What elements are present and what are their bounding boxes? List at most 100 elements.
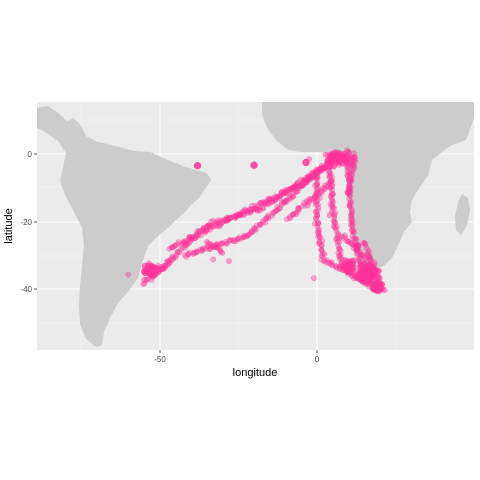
observation-point xyxy=(302,158,310,167)
y-tick-label: -20 xyxy=(20,218,32,227)
observation-point xyxy=(367,254,373,261)
observation-point xyxy=(357,261,364,268)
observation-point xyxy=(312,198,319,205)
x-tick-label: -50 xyxy=(154,355,166,364)
observation-point xyxy=(359,264,366,271)
observation-point xyxy=(149,268,155,275)
observation-point xyxy=(368,271,375,277)
observation-point xyxy=(214,243,221,250)
observation-point xyxy=(344,147,350,154)
observation-point xyxy=(197,232,204,239)
observation-point xyxy=(350,265,356,272)
land-layer xyxy=(37,102,474,347)
observation-point xyxy=(311,275,317,281)
observation-point xyxy=(324,152,331,159)
observation-point xyxy=(354,273,361,280)
observation-point xyxy=(313,175,320,182)
observation-point xyxy=(335,154,341,160)
y-axis-title: latitude xyxy=(3,208,15,243)
y-axis: 0 -20 -40 latitude xyxy=(3,150,37,294)
y-tick-label: 0 xyxy=(28,150,33,159)
observation-point xyxy=(286,195,292,201)
observation-point xyxy=(354,242,362,250)
observation-point xyxy=(332,225,339,232)
observation-point xyxy=(141,276,147,283)
observation-point xyxy=(293,211,300,217)
observation-point xyxy=(350,165,357,172)
observation-point xyxy=(344,190,351,196)
observation-point xyxy=(360,251,367,258)
observation-point xyxy=(274,203,281,210)
y-tick-label: -40 xyxy=(20,285,32,294)
observation-point xyxy=(349,158,356,164)
observation-point xyxy=(363,266,369,272)
observation-point xyxy=(125,271,132,278)
observation-point xyxy=(315,220,322,227)
observation-point xyxy=(336,239,343,245)
observation-point xyxy=(166,260,173,266)
observation-point xyxy=(144,277,150,283)
observation-point xyxy=(321,251,328,257)
observation-point xyxy=(210,256,217,263)
observation-point xyxy=(217,247,224,254)
observation-point xyxy=(352,235,359,242)
observation-point xyxy=(362,242,369,248)
observation-point xyxy=(336,246,343,253)
observation-point xyxy=(374,284,381,290)
observation-point xyxy=(381,287,388,294)
observation-point xyxy=(217,245,223,252)
observation-point xyxy=(344,265,351,272)
observation-point xyxy=(181,239,188,246)
observation-point xyxy=(375,275,382,281)
observation-point xyxy=(342,157,349,164)
observation-point xyxy=(210,223,216,230)
observation-point xyxy=(219,250,226,256)
north-africa-landmass xyxy=(262,102,474,271)
observation-point xyxy=(226,258,232,264)
observation-point xyxy=(240,234,247,241)
observation-point xyxy=(330,154,337,161)
observation-point xyxy=(342,234,349,241)
observation-point xyxy=(146,266,153,273)
europe-landmass xyxy=(282,102,300,110)
observation-point xyxy=(326,212,333,219)
observation-point xyxy=(193,161,202,170)
observation-point xyxy=(145,260,152,267)
observation-point xyxy=(175,249,181,255)
observation-point xyxy=(208,243,215,249)
observation-point xyxy=(348,240,355,247)
observation-point xyxy=(349,226,356,233)
x-axis-title: longitude xyxy=(233,367,278,379)
observation-point xyxy=(316,195,323,201)
observation-point xyxy=(277,205,283,212)
observation-point xyxy=(315,234,322,241)
south-america-landmass xyxy=(37,106,211,347)
observation-point xyxy=(150,272,157,279)
observation-point xyxy=(347,200,353,207)
observation-point xyxy=(314,211,321,217)
observation-point xyxy=(224,240,230,247)
observation-point xyxy=(336,153,343,160)
observation-point xyxy=(349,159,356,166)
observation-point xyxy=(154,265,161,272)
observation-point xyxy=(143,268,150,274)
observation-point xyxy=(350,229,357,236)
observation-points xyxy=(125,147,388,295)
observation-point xyxy=(150,264,156,271)
x-tick-label: 0 xyxy=(315,355,320,364)
observation-point xyxy=(258,199,264,206)
observation-point xyxy=(328,259,335,265)
observation-point xyxy=(362,278,369,285)
observation-point xyxy=(250,161,258,169)
observation-point xyxy=(319,162,325,169)
observation-point xyxy=(242,206,248,213)
observation-point xyxy=(348,177,355,183)
observation-point xyxy=(269,212,275,219)
observation-point xyxy=(344,164,351,171)
madagascar-landmass xyxy=(455,194,470,235)
observation-point xyxy=(226,215,232,222)
x-axis: -50 0 longitude xyxy=(154,350,320,379)
observation-point xyxy=(353,236,360,243)
observation-point xyxy=(351,150,357,157)
